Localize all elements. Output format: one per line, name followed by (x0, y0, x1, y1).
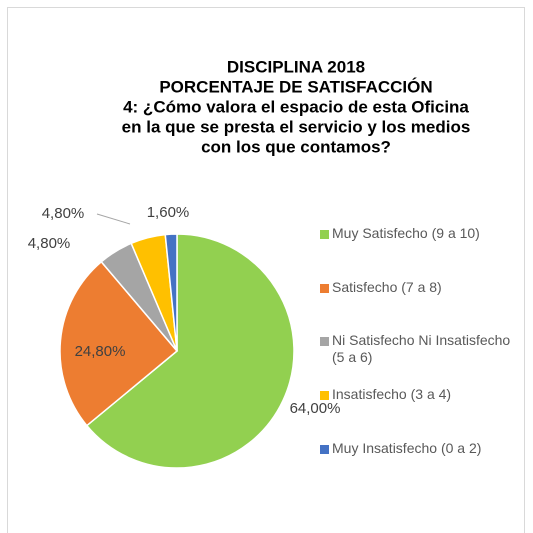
data-label: 4,80% (28, 235, 71, 252)
legend-swatch (320, 284, 329, 293)
legend-label: Insatisfecho (3 a 4) (332, 386, 452, 402)
data-label: 24,80% (75, 343, 126, 360)
data-label: 4,80% (42, 205, 85, 222)
leader-line (96, 213, 131, 225)
legend-label: Ni Satisfecho Ni Insatisfecho (5 a 6) (332, 332, 511, 365)
legend-swatch (320, 230, 329, 239)
legend-swatch (320, 391, 329, 400)
legend-label: Satisfecho (7 a 8) (332, 279, 442, 295)
pie-slice (164, 233, 178, 352)
pie-slice (59, 260, 179, 427)
chart-title: en la que se presta el servicio y los me… (122, 117, 471, 136)
chart-title: con los que contamos? (201, 137, 391, 156)
chart-title: 4: ¿Cómo valora el espacio de esta Ofici… (123, 97, 469, 116)
chart-title: DISCIPLINA 2018 (227, 57, 365, 76)
legend-swatch (320, 445, 329, 454)
pie-slice (85, 233, 295, 469)
data-label: 1,60% (147, 204, 190, 221)
legend-swatch (320, 337, 329, 346)
legend-label: Muy Satisfecho (9 a 10) (332, 225, 480, 241)
data-label: 64,00% (290, 400, 341, 417)
legend-label: Muy Insatisfecho (0 a 2) (332, 440, 482, 456)
chart-title: PORCENTAJE DE SATISFACCIÓN (159, 77, 432, 96)
